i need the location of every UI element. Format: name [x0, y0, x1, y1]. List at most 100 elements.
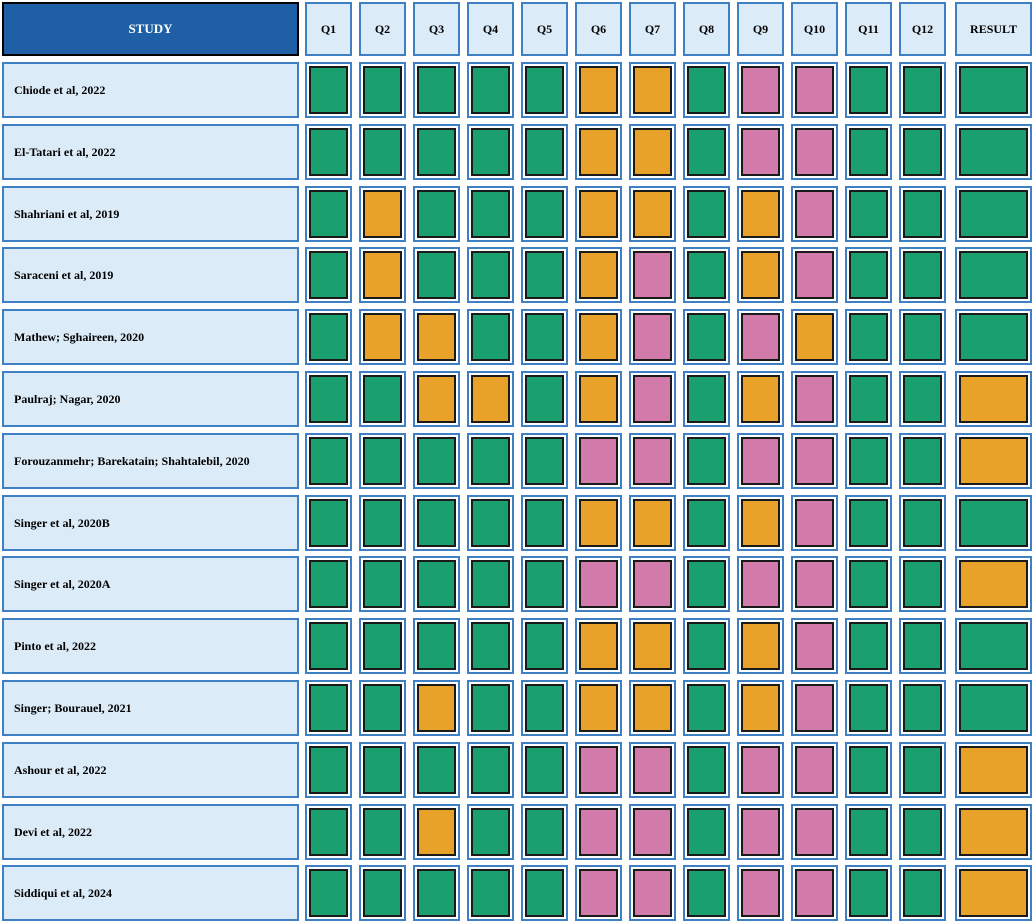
rating-cell-q5 [521, 865, 568, 921]
rating-cell-result [955, 865, 1032, 921]
rating-cell-q7 [629, 309, 676, 365]
rating-cell-q9 [737, 124, 784, 180]
column-header-q2: Q2 [359, 2, 406, 56]
rating-green [471, 251, 510, 299]
rating-green [903, 869, 942, 917]
rating-cell-q3 [413, 62, 460, 118]
study-label: Shahriani et al, 2019 [2, 186, 299, 242]
rating-cell-q9 [737, 618, 784, 674]
column-header-q10: Q10 [791, 2, 838, 56]
rating-green [363, 746, 402, 794]
rating-cell-q12 [899, 309, 946, 365]
rating-cell-q8 [683, 62, 730, 118]
rating-cell-q9 [737, 186, 784, 242]
rating-green [471, 808, 510, 856]
rating-cell-q3 [413, 742, 460, 798]
rating-cell-q4 [467, 495, 514, 551]
rating-cell-q10 [791, 495, 838, 551]
rating-green [363, 66, 402, 114]
rating-cell-q4 [467, 742, 514, 798]
rating-cell-q9 [737, 865, 784, 921]
rating-cell-q10 [791, 865, 838, 921]
rating-cell-q4 [467, 62, 514, 118]
rating-cell-q8 [683, 247, 730, 303]
rating-cell-q9 [737, 433, 784, 489]
rating-pink [579, 560, 618, 608]
rating-cell-q8 [683, 742, 730, 798]
rating-pink [633, 808, 672, 856]
study-column-header: STUDY [2, 2, 299, 56]
rating-green [471, 128, 510, 176]
rating-cell-q8 [683, 186, 730, 242]
rating-green [525, 251, 564, 299]
study-label: Pinto et al, 2022 [2, 618, 299, 674]
rating-cell-q1 [305, 371, 352, 427]
rating-orange [579, 375, 618, 423]
rating-green [471, 560, 510, 608]
rating-orange [579, 499, 618, 547]
rating-cell-q7 [629, 556, 676, 612]
rating-cell-result [955, 804, 1032, 860]
rating-green [849, 499, 888, 547]
rating-cell-q3 [413, 433, 460, 489]
rating-green [363, 869, 402, 917]
rating-cell-q11 [845, 495, 892, 551]
rating-cell-q12 [899, 433, 946, 489]
rating-orange [579, 251, 618, 299]
rating-orange [741, 375, 780, 423]
rating-cell-result [955, 309, 1032, 365]
rating-cell-q8 [683, 433, 730, 489]
rating-cell-q1 [305, 495, 352, 551]
rating-pink [633, 375, 672, 423]
rating-cell-q12 [899, 742, 946, 798]
rating-green [417, 66, 456, 114]
rating-cell-q8 [683, 618, 730, 674]
rating-cell-q11 [845, 742, 892, 798]
rating-cell-q1 [305, 618, 352, 674]
rating-green [903, 251, 942, 299]
rating-green [903, 375, 942, 423]
rating-cell-q1 [305, 804, 352, 860]
rating-green [849, 746, 888, 794]
rating-cell-q2 [359, 309, 406, 365]
rating-cell-result [955, 680, 1032, 736]
column-header-q1: Q1 [305, 2, 352, 56]
rating-cell-q6 [575, 247, 622, 303]
rating-green [309, 66, 348, 114]
rating-cell-q12 [899, 680, 946, 736]
rating-orange [741, 499, 780, 547]
rating-cell-q3 [413, 309, 460, 365]
rating-cell-q11 [845, 124, 892, 180]
rating-orange [741, 190, 780, 238]
rating-cell-q10 [791, 247, 838, 303]
rating-orange [579, 622, 618, 670]
rating-cell-q2 [359, 556, 406, 612]
rating-cell-q12 [899, 865, 946, 921]
rating-green [417, 251, 456, 299]
rating-cell-q9 [737, 309, 784, 365]
rating-cell-q7 [629, 742, 676, 798]
rating-cell-q10 [791, 433, 838, 489]
rating-orange [579, 190, 618, 238]
rating-cell-q8 [683, 804, 730, 860]
rating-green [903, 66, 942, 114]
rating-cell-q10 [791, 680, 838, 736]
rating-pink [795, 746, 834, 794]
rating-cell-q1 [305, 742, 352, 798]
rating-green [309, 375, 348, 423]
study-label: Ashour et al, 2022 [2, 742, 299, 798]
rating-cell-q5 [521, 433, 568, 489]
rating-pink [633, 869, 672, 917]
rating-pink [795, 190, 834, 238]
study-label: Singer; Bourauel, 2021 [2, 680, 299, 736]
rating-cell-q6 [575, 433, 622, 489]
rating-cell-result [955, 618, 1032, 674]
rating-green [687, 746, 726, 794]
study-label: Singer et al, 2020A [2, 556, 299, 612]
rating-green [525, 499, 564, 547]
rating-cell-result [955, 62, 1032, 118]
rating-pink [633, 746, 672, 794]
rating-cell-q11 [845, 62, 892, 118]
rating-cell-result [955, 371, 1032, 427]
rating-green [417, 746, 456, 794]
